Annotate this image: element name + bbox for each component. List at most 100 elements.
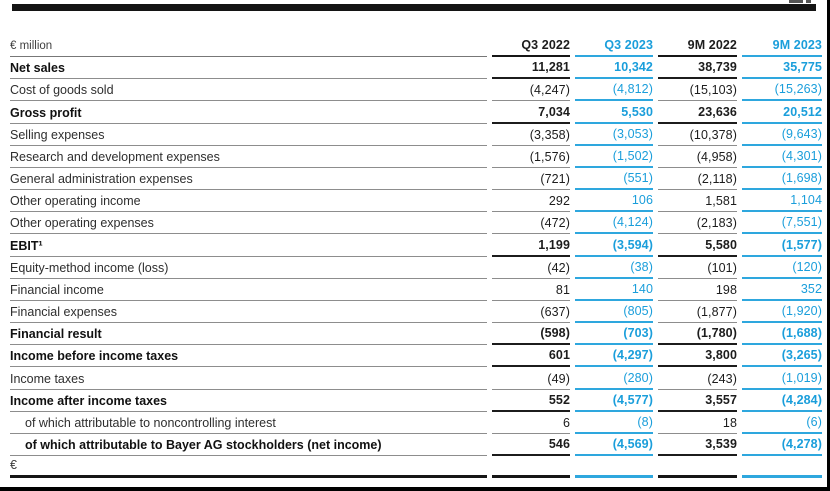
- value-cell: (101): [658, 257, 737, 279]
- row-label: Financial result: [10, 323, 487, 346]
- table-row: Other operating expenses (472) (4,124) (2,1…: [10, 212, 822, 235]
- value-cell: 292: [492, 190, 570, 213]
- cropped-text-fragment: [789, 0, 803, 3]
- value-cell: (1,019): [742, 367, 822, 390]
- value-cell: (4,124): [575, 212, 653, 235]
- value-cell: 1,581: [658, 190, 737, 213]
- value-cell: (4,297): [575, 345, 653, 368]
- value-cell: (1,780): [658, 323, 737, 346]
- table-row: Cost of goods sold (4,247) (4,812) (15,103)…: [10, 79, 822, 102]
- value-cell: (805): [575, 301, 653, 324]
- table-body: Net sales 11,281 10,342 38,739 35,775 Cost of…: [10, 57, 822, 456]
- value-cell: 1,104: [742, 190, 822, 213]
- value-cell: (3,358): [492, 124, 570, 146]
- value-cell: 6: [492, 412, 570, 434]
- row-label: Financial income: [10, 279, 487, 301]
- row-label: Financial expenses: [10, 301, 487, 324]
- table-row: Financial income 81 140 198 352: [10, 279, 822, 301]
- value-cell: (4,958): [658, 146, 737, 168]
- row-label: Equity-method income (loss): [10, 257, 487, 279]
- column-header-9m-2022: 9M 2022: [658, 35, 737, 58]
- value-cell: (598): [492, 323, 570, 346]
- table-row: Income taxes (49) (280) (243) (1,019): [10, 367, 822, 390]
- value-cell: (2,183): [658, 212, 737, 235]
- table-row: Other operating income 292 106 1,581 1,104: [10, 190, 822, 213]
- value-cell: (1,877): [658, 301, 737, 324]
- value-cell: (551): [575, 168, 653, 191]
- value-cell: (1,577): [742, 234, 822, 257]
- value-cell: 18: [658, 412, 737, 434]
- value-cell: 3,557: [658, 390, 737, 412]
- row-label: of which attributable to noncontrolling …: [10, 412, 487, 434]
- value-cell: (3,053): [575, 124, 653, 146]
- value-cell: (15,103): [658, 79, 737, 102]
- value-cell: (280): [575, 367, 653, 390]
- row-label: EBIT¹: [10, 234, 487, 257]
- value-cell: 601: [492, 345, 570, 368]
- value-cell: (4,812): [575, 79, 653, 102]
- value-cell: 81: [492, 279, 570, 301]
- value-cell: (49): [492, 367, 570, 390]
- value-cell: (7,551): [742, 212, 822, 235]
- table-row: General administration expenses (721) (551…: [10, 168, 822, 191]
- value-cell: 11,281: [492, 57, 570, 80]
- value-cell: 23,636: [658, 101, 737, 124]
- value-cell: (1,920): [742, 301, 822, 324]
- value-cell: (4,278): [742, 434, 822, 456]
- value-cell: (2,118): [658, 168, 737, 191]
- value-cell: (472): [492, 212, 570, 235]
- value-cell: (703): [575, 323, 653, 346]
- row-label: Other operating expenses: [10, 212, 487, 235]
- table-row: Financial result (598) (703) (1,780) (1,688): [10, 323, 822, 346]
- table-row: of which attributable to Bayer AG stockh…: [10, 434, 822, 456]
- column-header-q3-2022: Q3 2022: [492, 35, 570, 58]
- value-cell: (1,688): [742, 323, 822, 346]
- table-header-row: € million Q3 2022 Q3 2023 9M 2022 9M 202…: [10, 35, 822, 58]
- table-row: Research and development expenses (1,576)…: [10, 146, 822, 168]
- table-row: of which attributable to noncontrolling …: [10, 412, 822, 434]
- value-cell: (1,502): [575, 146, 653, 168]
- value-cell: (42): [492, 257, 570, 279]
- value-cell: 5,580: [658, 234, 737, 257]
- row-label: Cost of goods sold: [10, 79, 487, 102]
- table-row: Income after income taxes 552 (4,577) 3,557…: [10, 390, 822, 412]
- value-cell: (4,569): [575, 434, 653, 456]
- row-label: Selling expenses: [10, 124, 487, 146]
- value-cell: 3,539: [658, 434, 737, 456]
- value-cell: (8): [575, 412, 653, 434]
- value-cell: (10,378): [658, 124, 737, 146]
- value-cell: (6): [742, 412, 822, 434]
- cropped-text-fragment: [806, 0, 811, 3]
- value-cell: (9,643): [742, 124, 822, 146]
- row-label: Research and development expenses: [10, 146, 487, 168]
- table-footer-row: €: [10, 456, 822, 479]
- column-header-9m-2023: 9M 2023: [742, 35, 822, 58]
- value-cell: 38,739: [658, 57, 737, 80]
- value-cell: (1,576): [492, 146, 570, 168]
- row-label: General administration expenses: [10, 168, 487, 191]
- value-cell: (120): [742, 257, 822, 279]
- value-cell: 552: [492, 390, 570, 412]
- value-cell: (38): [575, 257, 653, 279]
- value-cell: 10,342: [575, 57, 653, 80]
- value-cell: 3,800: [658, 345, 737, 368]
- row-label: Gross profit: [10, 101, 487, 124]
- table-row: Gross profit 7,034 5,530 23,636 20,512: [10, 101, 822, 124]
- row-label: Other operating income: [10, 190, 487, 213]
- value-cell: (3,594): [575, 234, 653, 257]
- row-label: Net sales: [10, 57, 487, 80]
- value-cell: 198: [658, 279, 737, 301]
- income-statement-table: € million Q3 2022 Q3 2023 9M 2022 9M 202…: [10, 35, 822, 479]
- value-cell: 140: [575, 279, 653, 301]
- table-row: Selling expenses (3,358) (3,053) (10,378) (9…: [10, 124, 822, 146]
- value-cell: 20,512: [742, 101, 822, 124]
- footer-section-label: €: [10, 456, 487, 479]
- value-cell: (3,265): [742, 345, 822, 368]
- value-cell: 35,775: [742, 57, 822, 80]
- value-cell: (4,284): [742, 390, 822, 412]
- value-cell: (721): [492, 168, 570, 191]
- value-cell: (15,263): [742, 79, 822, 102]
- row-label: of which attributable to Bayer AG stockh…: [10, 434, 487, 456]
- table-row: Income before income taxes 601 (4,297) 3,80…: [10, 345, 822, 368]
